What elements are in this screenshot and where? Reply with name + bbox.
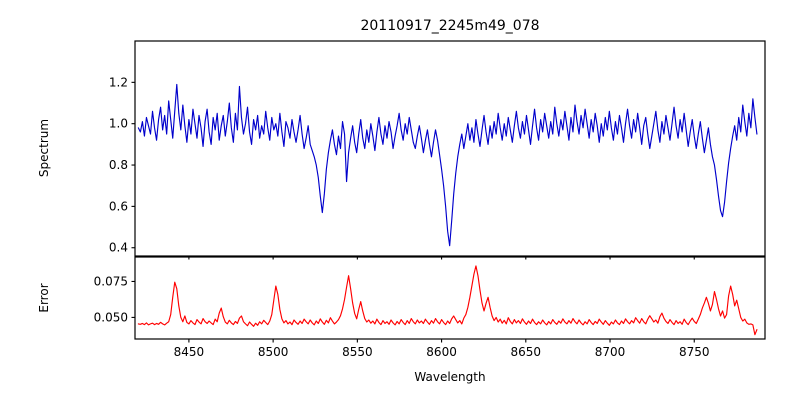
y-tick-label: 1.2 (109, 75, 128, 89)
x-tick-label: 8700 (595, 345, 626, 359)
error-tick-labels: 0.050 0.075 8450 8500 8550 8600 8650 8700 8750 (94, 274, 710, 359)
y-tick-label: 0.4 (109, 241, 128, 255)
spectrum-data-line (137, 83, 758, 247)
x-tick-label: 8650 (511, 345, 542, 359)
x-tick-label: 8750 (679, 345, 710, 359)
x-tick-label: 8450 (174, 345, 205, 359)
error-data-line (137, 265, 758, 336)
spectrum-panel: 0.4 0.6 0.8 1.0 1.2 Spectrum (37, 40, 766, 260)
spectrum-y-axis-label: Spectrum (37, 119, 51, 177)
figure-title: 20110917_2245m49_078 (360, 18, 539, 34)
error-panel: 0.050 0.075 8450 8500 8550 8600 8650 8700 8750 E… (37, 256, 766, 384)
y-tick-label: 0.6 (109, 199, 128, 213)
y-tick-label: 0.075 (94, 274, 128, 288)
error-plot-frame (134, 256, 766, 340)
spectrum-tick-labels: 0.4 0.6 0.8 1.0 1.2 (109, 75, 128, 254)
error-y-axis-label: Error (37, 283, 51, 312)
y-tick-label: 1.0 (109, 117, 128, 131)
spectrum-plot-frame (134, 40, 766, 257)
x-tick-label: 8600 (426, 345, 457, 359)
x-tick-label: 8500 (258, 345, 289, 359)
x-axis-label: Wavelength (414, 370, 485, 384)
x-tick-label: 8550 (342, 345, 373, 359)
y-tick-label: 0.8 (109, 158, 128, 172)
y-tick-label: 0.050 (94, 310, 128, 324)
